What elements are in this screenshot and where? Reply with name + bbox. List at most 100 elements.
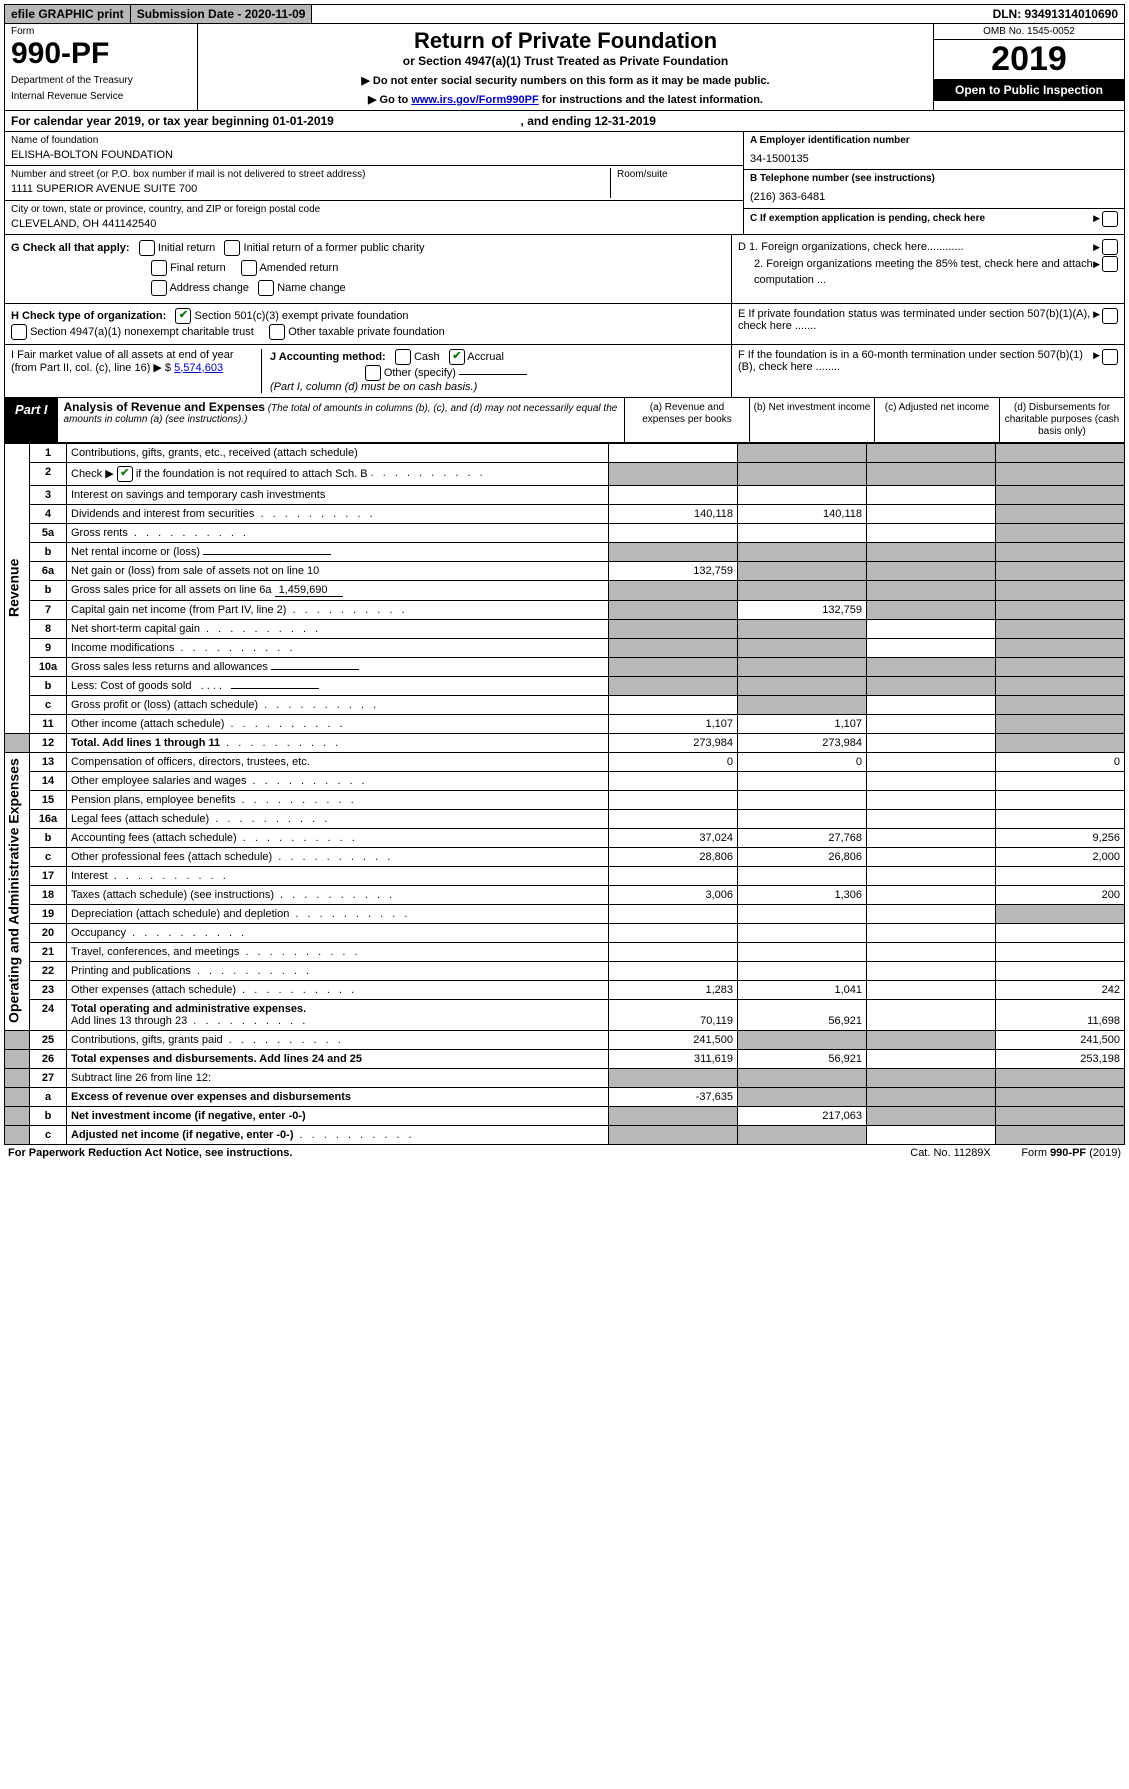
form-footer: Form 990-PF (2019)	[1021, 1147, 1121, 1159]
row-24: Total operating and administrative expen…	[67, 999, 609, 1030]
row-7: Capital gain net income (from Part IV, l…	[67, 600, 609, 619]
d2-checkbox[interactable]	[1102, 256, 1118, 272]
col-b-header: (b) Net investment income	[749, 398, 874, 442]
h-label: H Check type of organization:	[11, 309, 166, 321]
dln: DLN: 93491314010690	[987, 5, 1124, 23]
row-4: Dividends and interest from securities	[67, 504, 609, 523]
open-public-badge: Open to Public Inspection	[934, 79, 1124, 101]
row-2: Check ▶ if the foundation is not require…	[67, 462, 609, 485]
row-21: Travel, conferences, and meetings	[67, 942, 609, 961]
schb-checkbox[interactable]	[117, 466, 133, 482]
ein-label: A Employer identification number	[750, 134, 1118, 148]
name-label: Name of foundation	[11, 134, 737, 148]
form-label: Form	[11, 26, 191, 37]
ij-row: I Fair market value of all assets at end…	[4, 345, 1125, 398]
e-label: E If private foundation status was termi…	[738, 308, 1093, 340]
initial-former-checkbox[interactable]	[224, 240, 240, 256]
d2-label: 2. Foreign organizations meeting the 85%…	[738, 256, 1093, 289]
foundation-name: ELISHA-BOLTON FOUNDATION	[11, 148, 737, 163]
part1-label: Part I	[5, 398, 58, 442]
city-state-zip: CLEVELAND, OH 441142540	[11, 217, 737, 232]
tax-year: 2019	[934, 40, 1124, 79]
form-title: Return of Private Foundation	[202, 28, 929, 54]
row-5a: Gross rents	[67, 523, 609, 542]
f-checkbox[interactable]	[1102, 349, 1118, 365]
row-10c: Gross profit or (loss) (attach schedule)	[67, 695, 609, 714]
row-16b: Accounting fees (attach schedule)	[67, 828, 609, 847]
telephone: (216) 363-6481	[750, 186, 1118, 205]
top-bar: efile GRAPHIC print Submission Date - 20…	[4, 4, 1125, 24]
dept-irs: Internal Revenue Service	[11, 91, 191, 103]
address-change-checkbox[interactable]	[151, 280, 167, 296]
expenses-vlabel: Operating and Administrative Expenses	[5, 752, 30, 1030]
submission-date: Submission Date - 2020-11-09	[131, 5, 313, 23]
check-section: G Check all that apply: Initial return I…	[4, 235, 1125, 303]
row-17: Interest	[67, 866, 609, 885]
irs-link[interactable]: www.irs.gov/Form990PF	[411, 94, 538, 106]
c-checkbox[interactable]	[1102, 211, 1118, 227]
row-18: Taxes (attach schedule) (see instruction…	[67, 885, 609, 904]
row-25: Contributions, gifts, grants paid	[67, 1030, 609, 1049]
row-16a: Legal fees (attach schedule)	[67, 809, 609, 828]
h-row: H Check type of organization: Section 50…	[4, 304, 1125, 345]
h-501c3-checkbox[interactable]	[175, 308, 191, 324]
d1-label: D 1. Foreign organizations, check here..…	[738, 239, 1093, 256]
row-27a: Excess of revenue over expenses and disb…	[67, 1087, 609, 1106]
row-10b: Less: Cost of goods sold . . . .	[67, 676, 609, 695]
row-27b: Net investment income (if negative, ente…	[67, 1106, 609, 1125]
initial-return-checkbox[interactable]	[139, 240, 155, 256]
j-label: J Accounting method:	[270, 350, 386, 362]
dept-treasury: Department of the Treasury	[11, 75, 191, 87]
row-14: Other employee salaries and wages	[67, 771, 609, 790]
city-label: City or town, state or province, country…	[11, 203, 737, 217]
j-note: (Part I, column (d) must be on cash basi…	[270, 381, 477, 393]
paperwork-notice: For Paperwork Reduction Act Notice, see …	[8, 1147, 292, 1159]
final-return-checkbox[interactable]	[151, 260, 167, 276]
tel-label: B Telephone number (see instructions)	[750, 172, 1118, 186]
analysis-table: Revenue 1Contributions, gifts, grants, e…	[4, 443, 1125, 1145]
d1-checkbox[interactable]	[1102, 239, 1118, 255]
row-20: Occupancy	[67, 923, 609, 942]
row-19: Depreciation (attach schedule) and deple…	[67, 904, 609, 923]
row-22: Printing and publications	[67, 961, 609, 980]
g-label: G Check all that apply:	[11, 242, 130, 254]
row-16c: Other professional fees (attach schedule…	[67, 847, 609, 866]
h-other-checkbox[interactable]	[269, 324, 285, 340]
row-8: Net short-term capital gain	[67, 619, 609, 638]
room-label: Room/suite	[617, 168, 737, 182]
row-12: Total. Add lines 1 through 11	[67, 733, 609, 752]
i-value[interactable]: 5,574,603	[174, 362, 223, 374]
row-9: Income modifications	[67, 638, 609, 657]
efile-button[interactable]: efile GRAPHIC print	[5, 5, 131, 23]
address: 1111 SUPERIOR AVENUE SUITE 700	[11, 182, 610, 197]
form-number: 990-PF	[11, 37, 191, 71]
row-13: Compensation of officers, directors, tru…	[67, 752, 609, 771]
f-label: F If the foundation is in a 60-month ter…	[738, 349, 1093, 393]
row-26: Total expenses and disbursements. Add li…	[67, 1049, 609, 1068]
col-c-header: (c) Adjusted net income	[874, 398, 999, 442]
c-label: C If exemption application is pending, c…	[750, 212, 1093, 226]
addr-label: Number and street (or P.O. box number if…	[11, 168, 610, 182]
amended-return-checkbox[interactable]	[241, 260, 257, 276]
row-5b: Net rental income or (loss)	[67, 542, 609, 561]
form-header: Form 990-PF Department of the Treasury I…	[4, 24, 1125, 111]
row-3: Interest on savings and temporary cash i…	[67, 485, 609, 504]
form-subtitle: or Section 4947(a)(1) Trust Treated as P…	[202, 54, 929, 68]
revenue-vlabel: Revenue	[5, 443, 30, 733]
row-23: Other expenses (attach schedule)	[67, 980, 609, 999]
row-1: Contributions, gifts, grants, etc., rece…	[67, 443, 609, 462]
h-4947-checkbox[interactable]	[11, 324, 27, 340]
e-checkbox[interactable]	[1102, 308, 1118, 324]
name-change-checkbox[interactable]	[258, 280, 274, 296]
ein: 34-1500135	[750, 148, 1118, 167]
row-11: Other income (attach schedule)	[67, 714, 609, 733]
instr-ssn: ▶ Do not enter social security numbers o…	[202, 74, 929, 87]
j-accrual-checkbox[interactable]	[449, 349, 465, 365]
part1-title: Analysis of Revenue and Expenses	[64, 400, 265, 414]
col-d-header: (d) Disbursements for charitable purpose…	[999, 398, 1124, 442]
row-6b: Gross sales price for all assets on line…	[67, 580, 609, 600]
j-cash-checkbox[interactable]	[395, 349, 411, 365]
row-27c: Adjusted net income (if negative, enter …	[67, 1125, 609, 1144]
cat-no: Cat. No. 11289X	[910, 1147, 991, 1159]
j-other-checkbox[interactable]	[365, 365, 381, 381]
